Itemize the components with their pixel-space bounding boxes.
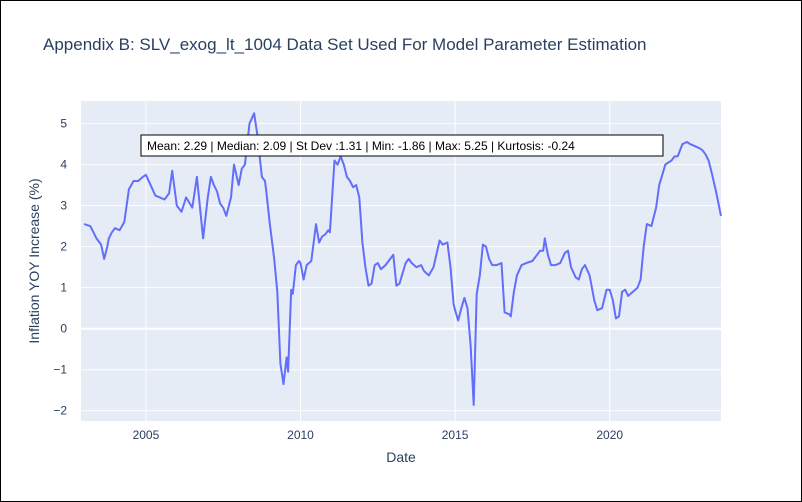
series-line <box>83 112 722 406</box>
y-tick-label: 4 <box>60 158 67 172</box>
stats-annotation-text: Mean: 2.29 | Median: 2.09 | St Dev :1.31… <box>147 139 575 153</box>
y-tick-label: 5 <box>60 117 67 131</box>
y-tick-label: −2 <box>53 404 67 418</box>
x-tick-label: 2005 <box>133 428 160 442</box>
chart-title: Appendix B: SLV_exog_lt_1004 Data Set Us… <box>43 35 647 54</box>
y-tick-label: −1 <box>53 363 67 377</box>
y-tick-label: 2 <box>60 240 67 254</box>
y-tick-labels: −2 −1 0 1 2 3 4 5 <box>53 117 67 418</box>
x-tick-label: 2015 <box>442 428 469 442</box>
y-axis-title: Inflation YOY Increase (%) <box>26 178 42 343</box>
x-tick-label: 2010 <box>287 428 314 442</box>
y-tick-label: 0 <box>60 322 67 336</box>
x-tick-labels: 2005 2010 2015 2020 <box>133 428 624 442</box>
y-tick-label: 3 <box>60 199 67 213</box>
stats-annotation-box <box>140 134 664 157</box>
x-tick-label: 2020 <box>596 428 623 442</box>
grid-lines <box>81 101 721 421</box>
stats-annotation: Mean: 2.29 | Median: 2.09 | St Dev :1.31… <box>140 134 664 157</box>
x-axis-title: Date <box>386 449 416 465</box>
y-tick-label: 1 <box>60 281 67 295</box>
